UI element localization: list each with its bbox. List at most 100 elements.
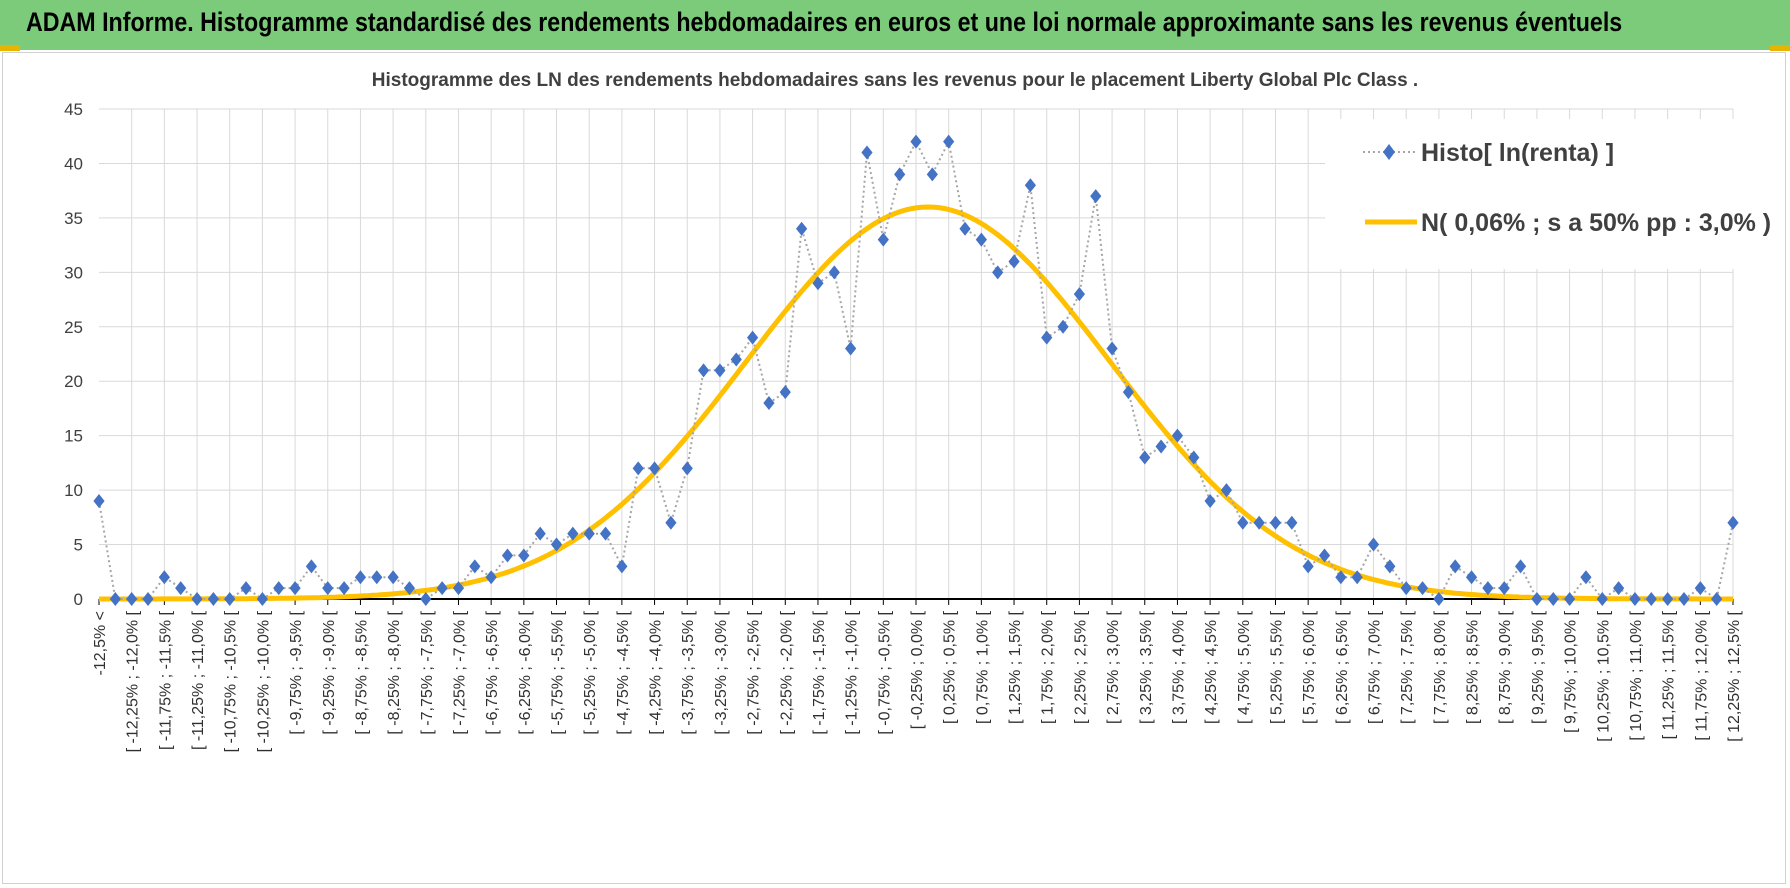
histogram-point <box>1384 559 1396 574</box>
histogram-point <box>1580 570 1592 585</box>
histogram-point <box>1286 515 1298 530</box>
y-tick-label: 5 <box>74 536 83 555</box>
histogram-point <box>224 592 236 606</box>
x-tick-label: [ 6,25% ; 6,5% [ <box>1334 610 1351 724</box>
x-tick-label: [ 1,75% ; 2,0% [ <box>1040 610 1057 724</box>
histogram-point <box>1514 559 1527 574</box>
histogram-point <box>583 526 595 541</box>
y-tick-label: 45 <box>64 100 83 119</box>
histogram-point <box>256 592 268 606</box>
page-title: ADAM Informe. Histogramme standardisé de… <box>26 7 1623 37</box>
chart-legend: Histo[ ln(renta) ] N( 0,06% ; s a 50% pp… <box>1325 119 1771 269</box>
histogram-point <box>730 352 742 367</box>
histogram-point <box>322 581 334 596</box>
histogram-point <box>518 548 530 563</box>
y-tick-label: 15 <box>64 427 83 446</box>
x-tick-label: [ -1,75% ; -1,5% [ <box>811 610 828 734</box>
histogram-point <box>93 494 105 508</box>
histogram-point <box>1057 319 1069 334</box>
histogram-point <box>1629 592 1641 606</box>
legend-normal-label: N( 0,06% ; s a 50% pp : 3,0% ) <box>1421 209 1771 237</box>
x-tick-label: [ 6,75% ; 7,0% [ <box>1367 610 1384 724</box>
histogram-point <box>1204 494 1216 508</box>
histogram-chart: Histogramme des LN des rendements hebdom… <box>64 70 1771 752</box>
histogram-point <box>599 526 612 541</box>
y-tick-label: 40 <box>64 154 83 173</box>
x-tick-label: [ 9,25% ; 9,5% [ <box>1530 610 1547 724</box>
histogram-point <box>894 167 906 182</box>
histogram-point <box>1694 581 1706 596</box>
histogram-point <box>436 581 448 596</box>
histogram-point <box>1449 559 1461 574</box>
histogram-point <box>207 592 219 606</box>
histogram-point <box>1547 592 1559 606</box>
histogram-point <box>648 461 661 476</box>
x-tick-label: [ -9,75% ; -9,5% [ <box>288 610 305 734</box>
histogram-point <box>877 232 889 247</box>
histogram-point <box>338 581 350 596</box>
y-tick-label: 0 <box>74 590 83 609</box>
x-tick-label: [ -12,25% ; -12,0% [ <box>125 610 142 752</box>
histogram-point <box>959 221 971 236</box>
histogram-point <box>142 592 154 606</box>
histogram-point <box>1171 428 1184 443</box>
histogram-point <box>469 559 481 574</box>
x-tick-label: [ -5,25% ; -5,0% [ <box>582 610 599 734</box>
histogram-point <box>943 134 955 149</box>
histogram-point <box>420 592 432 606</box>
x-tick-label: [ -3,75% ; -3,5% [ <box>680 610 697 734</box>
histogram-point <box>305 559 318 574</box>
histogram-point <box>387 570 399 585</box>
histogram-point <box>354 570 367 585</box>
histogram-point <box>1335 570 1347 585</box>
chart-title: Histogramme des LN des rendements hebdom… <box>372 70 1418 91</box>
histogram-point <box>452 581 465 596</box>
histogram-point <box>1678 592 1690 606</box>
x-tick-label: [ -11,75% ; -11,5% [ <box>157 610 174 750</box>
banner-accent-right <box>1770 45 1790 51</box>
histogram-point <box>1073 287 1085 302</box>
x-tick-label: [ 8,75% ; 9,0% [ <box>1497 610 1514 724</box>
x-tick-label: [ 1,25% ; 1,5% [ <box>1007 610 1024 724</box>
histogram-point <box>403 581 416 596</box>
x-tick-label: [ 12,25% ; 12,5% [ <box>1726 610 1743 741</box>
x-tick-label: [ -4,75% ; -4,5% [ <box>615 610 632 734</box>
histogram-point <box>1564 592 1576 606</box>
histogram-point <box>845 341 857 356</box>
histogram-point <box>1351 570 1363 585</box>
histogram-point <box>697 363 710 378</box>
x-tick-label: [ 2,25% ; 2,5% [ <box>1072 610 1089 724</box>
histogram-point <box>1106 341 1118 356</box>
histogram-point <box>1416 581 1429 596</box>
histogram-point <box>289 581 301 596</box>
histogram-point <box>1498 581 1510 596</box>
histogram-point <box>273 581 285 596</box>
histogram-point <box>616 559 628 574</box>
grid-layer <box>99 108 1734 599</box>
x-tick-label: [ 0,75% ; 1,0% [ <box>974 610 991 724</box>
histogram-point <box>1220 483 1233 498</box>
x-tick-label: [ -4,25% ; -4,0% [ <box>648 610 665 734</box>
histogram-point <box>1727 515 1739 530</box>
x-tick-label: [ -8,75% ; -8,5% [ <box>353 610 370 734</box>
header-banner: ADAM Informe. Histogramme standardisé de… <box>0 0 1790 50</box>
banner-accent-left <box>0 45 20 51</box>
histogram-point <box>926 167 938 182</box>
histogram-point <box>1662 592 1674 606</box>
histogram-point <box>1122 385 1135 400</box>
histogram-point <box>175 581 187 596</box>
histogram-point <box>371 570 383 585</box>
histogram-point <box>1433 592 1445 606</box>
histogram-point <box>501 548 514 563</box>
histogram-line <box>98 138 1734 601</box>
x-tick-label: [ 3,25% ; 3,5% [ <box>1138 610 1155 724</box>
x-tick-label: [ 11,75% ; 12,0% [ <box>1693 610 1710 740</box>
histogram-point <box>632 461 644 476</box>
normal-curve-line <box>99 204 1733 602</box>
x-tick-label: [ -3,25% ; -3,0% [ <box>713 610 730 734</box>
x-tick-label: [ -5,75% ; -5,5% [ <box>550 610 567 734</box>
histogram-point <box>1188 450 1200 465</box>
axis-layer: 0 5 10 15 20 25 30 35 40 45 -12,5% < [ -12,25% ; -1… <box>64 100 1743 752</box>
histogram-point <box>812 276 824 291</box>
y-tick-label: 30 <box>64 263 83 282</box>
